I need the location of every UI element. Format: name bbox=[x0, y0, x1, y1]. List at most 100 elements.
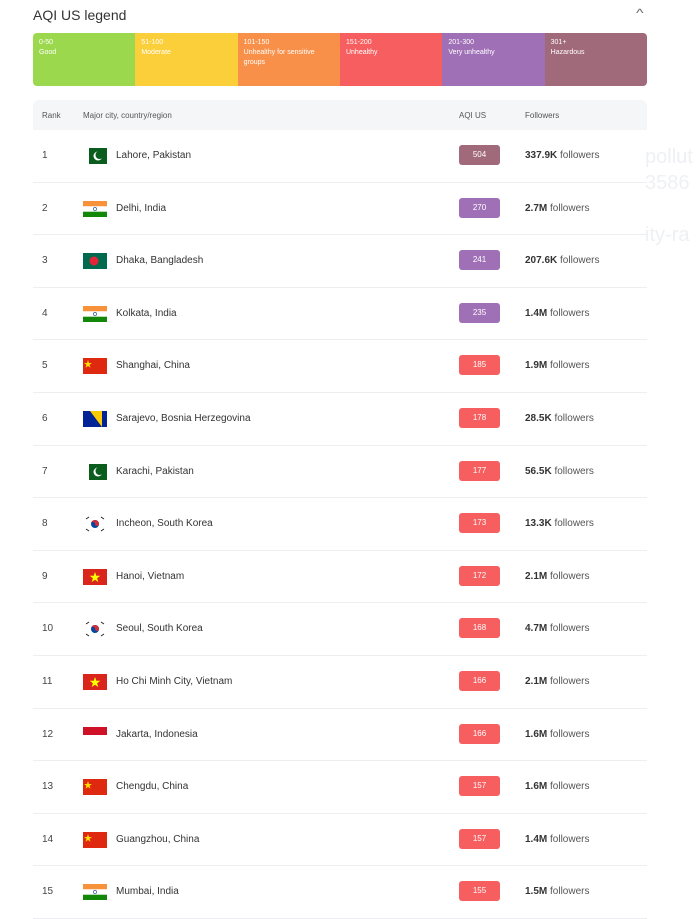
legend-segment: 201-300 Very unhealthy bbox=[442, 33, 545, 86]
city-link[interactable]: Sarajevo, Bosnia Herzegovina bbox=[116, 412, 251, 424]
vietnam-flag-icon bbox=[83, 673, 107, 690]
legend-segment: 51-100 Moderate bbox=[135, 33, 238, 86]
legend-segment: 101-150 Unhealthy for sensitive groups bbox=[237, 33, 340, 86]
rank: 12 bbox=[42, 728, 54, 740]
table-row[interactable]: 9 Hanoi, Vietnam 172 2.1M followers bbox=[33, 551, 647, 604]
korea-flag-icon bbox=[83, 516, 107, 533]
followers-suffix: followers bbox=[550, 886, 590, 898]
legend-label: Good bbox=[39, 49, 57, 57]
vietnam-flag-icon bbox=[83, 568, 107, 585]
table-row[interactable]: 3 Dhaka, Bangladesh 241 207.6K followers bbox=[33, 235, 647, 288]
followers-count: 1.4M bbox=[525, 307, 548, 319]
table-row[interactable]: 2 Delhi, India 270 2.7M followers bbox=[33, 183, 647, 236]
followers-suffix: followers bbox=[550, 833, 590, 845]
rank: 1 bbox=[42, 150, 48, 161]
table-header: Rank Major city, country/region AQI US F… bbox=[33, 100, 647, 130]
followers: 2.7M followers bbox=[525, 203, 589, 214]
city-link[interactable]: Mumbai, India bbox=[116, 886, 179, 898]
rank: 9 bbox=[42, 570, 48, 582]
followers-count: 1.9M bbox=[525, 360, 548, 372]
legend-segment: 151-200 Unhealthy bbox=[339, 33, 443, 86]
legend-title: AQI US legend bbox=[33, 7, 127, 23]
city-link[interactable]: Lahore, Pakistan bbox=[116, 150, 192, 161]
aqi-badge: 166 bbox=[459, 670, 500, 691]
aqi-badge: 270 bbox=[459, 197, 500, 218]
table-row[interactable]: 7 Karachi, Pakistan 177 56.5K followers bbox=[33, 446, 647, 499]
city-link[interactable]: Shanghai, China bbox=[116, 360, 190, 372]
city-link[interactable]: Hanoi, Vietnam bbox=[116, 570, 185, 582]
followers: 4.7M followers bbox=[525, 623, 589, 634]
aqi-badge: 157 bbox=[459, 776, 500, 797]
table-row[interactable]: 4 Kolkata, India 235 1.4M followers bbox=[33, 288, 647, 341]
header-city: Major city, country/region bbox=[83, 111, 172, 120]
legend-range: 0-50 bbox=[39, 39, 54, 46]
followers: 1.9M followers bbox=[525, 360, 589, 371]
rank: 2 bbox=[42, 202, 48, 214]
city-link[interactable]: Dhaka, Bangladesh bbox=[116, 255, 204, 267]
table-row[interactable]: 5 Shanghai, China 185 1.9M followers bbox=[33, 340, 647, 393]
indonesia-flag-icon bbox=[83, 726, 107, 743]
chevron-up-icon[interactable]: ^ bbox=[636, 6, 644, 20]
table-row[interactable]: 13 Chengdu, China 157 1.6M followers bbox=[33, 761, 647, 814]
korea-flag-icon bbox=[83, 621, 107, 638]
city-link[interactable]: Ho Chi Minh City, Vietnam bbox=[116, 675, 233, 687]
rank: 7 bbox=[42, 465, 48, 477]
followers-count: 4.7M bbox=[525, 623, 548, 635]
legend-label: Moderate bbox=[141, 49, 171, 57]
table-row[interactable]: 11 Ho Chi Minh City, Vietnam 166 2.1M fo… bbox=[33, 656, 647, 709]
table-row[interactable]: 8 Incheon, South Korea 173 13.3K followe… bbox=[33, 498, 647, 551]
aqi-badge: 185 bbox=[459, 355, 500, 376]
legend-label: Hazardous bbox=[550, 49, 585, 57]
aqi-badge: 235 bbox=[459, 302, 500, 323]
legend-label: Unhealthy for sensitive groups bbox=[243, 49, 315, 67]
rank: 6 bbox=[42, 412, 48, 424]
followers: 28.5K followers bbox=[525, 413, 594, 424]
legend-label: Very unhealthy bbox=[448, 49, 495, 57]
followers: 1.4M followers bbox=[525, 308, 589, 319]
followers-suffix: followers bbox=[554, 518, 594, 530]
city-link[interactable]: Kolkata, India bbox=[116, 307, 177, 319]
table-row[interactable]: 14 Guangzhou, China 157 1.4M followers bbox=[33, 814, 647, 867]
table-row[interactable]: 10 Seoul, South Korea 168 4.7M followers bbox=[33, 603, 647, 656]
followers-count: 13.3K bbox=[525, 518, 552, 530]
followers: 2.1M followers bbox=[525, 571, 589, 582]
followers-count: 1.4M bbox=[525, 833, 548, 845]
aqi-badge: 178 bbox=[459, 407, 500, 428]
legend-range: 51-100 bbox=[141, 39, 164, 46]
followers-suffix: followers bbox=[554, 465, 594, 477]
table-row[interactable]: 12 Jakarta, Indonesia 166 1.6M followers bbox=[33, 709, 647, 762]
background-text: 3586 bbox=[645, 172, 690, 194]
legend-range: 201-300 bbox=[448, 39, 475, 46]
followers-suffix: followers bbox=[554, 412, 594, 424]
china-flag-icon bbox=[83, 831, 107, 848]
followers-suffix: followers bbox=[560, 150, 600, 161]
table-row[interactable]: 15 Mumbai, India 155 1.5M followers bbox=[33, 866, 647, 919]
rank: 10 bbox=[42, 623, 54, 635]
city-link[interactable]: Chengdu, China bbox=[116, 781, 189, 793]
city-link[interactable]: Seoul, South Korea bbox=[116, 623, 203, 635]
rank: 15 bbox=[42, 886, 54, 898]
city-link[interactable]: Incheon, South Korea bbox=[116, 518, 213, 530]
city-link[interactable]: Karachi, Pakistan bbox=[116, 465, 194, 477]
followers-count: 56.5K bbox=[525, 465, 552, 477]
followers-suffix: followers bbox=[550, 728, 590, 740]
legend-segment: 301+ Hazardous bbox=[544, 33, 647, 86]
followers: 1.6M followers bbox=[525, 781, 589, 792]
city-ranking-table: Rank Major city, country/region AQI US F… bbox=[33, 100, 647, 919]
followers-count: 337.9K bbox=[525, 150, 558, 161]
table-row[interactable]: 6 Sarajevo, Bosnia Herzegovina 178 28.5K… bbox=[33, 393, 647, 446]
followers-suffix: followers bbox=[550, 570, 590, 582]
rank: 5 bbox=[42, 360, 48, 372]
city-link[interactable]: Delhi, India bbox=[116, 202, 167, 214]
followers-suffix: followers bbox=[550, 360, 590, 372]
legend-segment: 0-50 Good bbox=[33, 33, 136, 86]
aqi-badge: 173 bbox=[459, 513, 500, 534]
legend-range: 301+ bbox=[550, 39, 567, 46]
followers-count: 1.5M bbox=[525, 886, 548, 898]
followers-count: 2.1M bbox=[525, 675, 548, 687]
city-link[interactable]: Jakarta, Indonesia bbox=[116, 728, 198, 740]
aqi-badge: 172 bbox=[459, 565, 500, 586]
header-aqi: AQI US bbox=[459, 111, 487, 120]
city-link[interactable]: Guangzhou, China bbox=[116, 833, 200, 845]
table-row[interactable]: 1 Lahore, Pakistan 504 337.9K followers bbox=[33, 130, 647, 183]
